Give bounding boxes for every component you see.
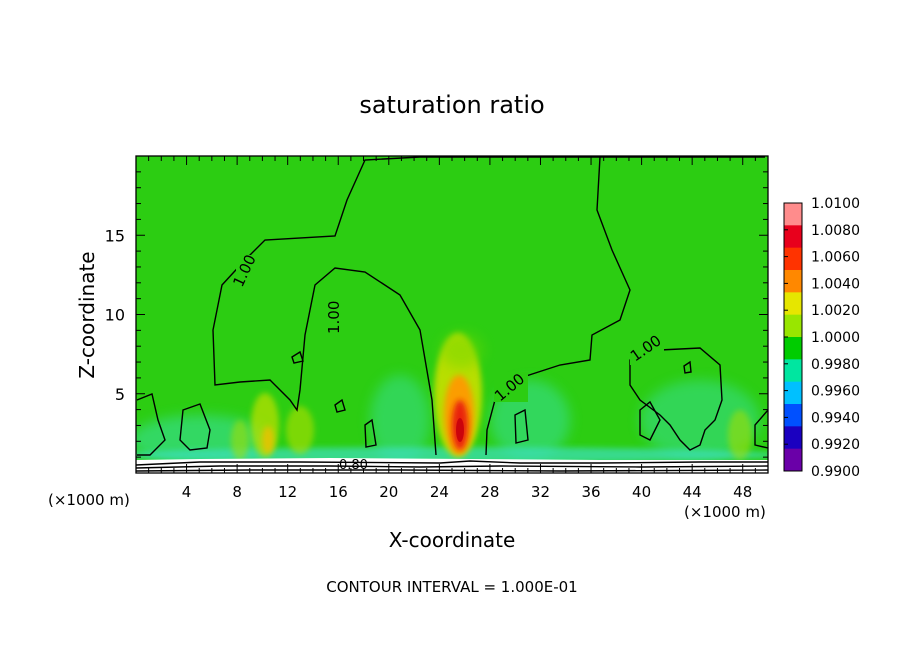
x-tick-label: 16 [329,483,348,501]
cyan-band-center [370,375,430,465]
y-tick-label: 10 [105,306,125,325]
x-tick-label: 12 [278,483,297,501]
warm-patch-left-core [262,426,274,454]
colorbar-label: 1.0040 [811,276,860,292]
colorbar-segment [784,270,802,293]
x-tick-label: 4 [182,483,192,501]
colorbar-label: 0.9960 [811,384,860,400]
colorbar-label: 0.9980 [811,357,860,373]
x-axis-ticks: 4 8 12 16 20 24 28 32 36 40 44 48 [148,156,756,501]
chart-title: saturation ratio [359,91,544,119]
y-tick-label: 15 [105,226,125,245]
contour-left-small [179,403,211,451]
colorbar-label: 1.0020 [811,303,860,319]
colorbar-label: 0.9940 [811,410,860,426]
contour-interval-note: CONTOUR INTERVAL = 1.000E-01 [326,578,577,596]
x-unit-left: (×1000 m) [48,491,130,509]
x-tick-label: 20 [379,483,398,501]
colorbar-segment [784,426,802,450]
colorbar-label: 0.9900 [811,464,860,480]
warm-patch-2 [286,406,314,454]
contour-right-small [639,400,661,441]
plume-hot [456,418,464,442]
colorbar-segment [784,314,802,338]
contour-labels: 1.00 1.00 1.00 1.00 0.80 [229,252,664,473]
colorbar-label: 0.9920 [811,437,860,453]
colorbar-segment [784,247,802,271]
colorbar: 1.0100 1.0080 1.0060 1.0040 1.0020 1.0000 0.99… [783,196,860,480]
y-axis-label: Z-coordinate [75,251,99,378]
y-tick-label: 5 [115,385,125,404]
y-axis-ticks: 5 10 15 [105,171,768,458]
colorbar-label: 1.0100 [811,196,860,212]
warm-patch-upper [440,332,484,368]
x-tick-label: 40 [632,483,651,501]
field-features [136,332,768,465]
contour-left-cell [136,393,166,456]
contour-speck-2 [334,398,346,413]
colorbar-segment [784,203,802,226]
warm-patch-3 [231,420,249,460]
x-axis-label: X-coordinate [389,528,516,552]
x-tick-label: 32 [531,483,550,501]
contour-speck-5 [514,408,529,444]
contour-speck-4 [364,418,377,448]
colorbar-segment [784,225,802,249]
x-tick-label: 44 [683,483,702,501]
colorbar-segment [784,448,802,472]
colorbar-segment [784,337,802,360]
x-unit-right: (×1000 m) [684,503,766,521]
colorbar-segment [784,404,802,427]
x-tick-label: 28 [480,483,499,501]
contour-speck-1 [291,350,304,364]
colorbar-label: 1.0000 [811,330,860,346]
warm-patch-right [728,410,752,460]
x-tick-label: 24 [430,483,449,501]
x-tick-label: 48 [733,483,752,501]
contour-speck-3 [683,360,692,374]
contour-lower-1 [136,460,768,466]
colorbar-label: 1.0060 [811,250,860,266]
plot-area: 1.00 1.00 1.00 1.00 0.80 [136,156,768,473]
x-tick-label: 8 [232,483,242,501]
colorbar-segment [784,359,802,383]
contour-lower-2 [136,465,768,469]
contour-right-edge [754,409,768,449]
contour-label: 1.00 [325,301,343,334]
contour-label: 0.80 [339,458,368,473]
colorbar-label: 1.0080 [811,223,860,239]
colorbar-segment [784,292,802,316]
x-tick-label: 36 [581,483,600,501]
colorbar-segment [784,381,802,405]
